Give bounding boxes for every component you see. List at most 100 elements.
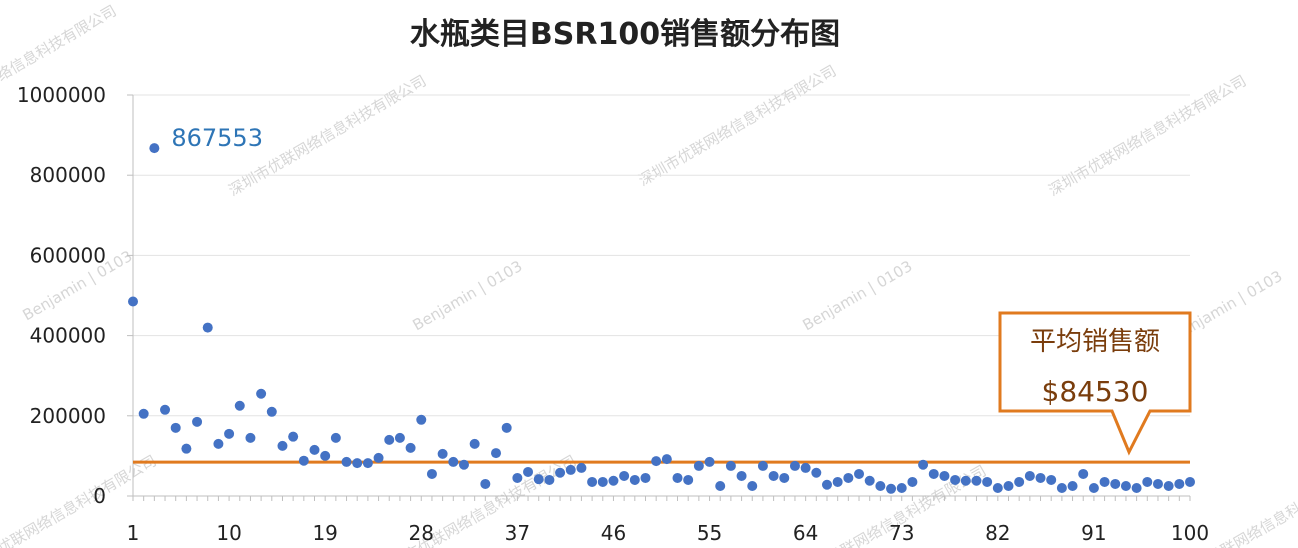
data-point	[267, 407, 277, 417]
data-point	[822, 480, 832, 490]
average-callout: 平均销售额 $84530	[1000, 313, 1190, 452]
data-point	[1100, 477, 1110, 487]
data-point	[907, 477, 917, 487]
data-point	[459, 460, 469, 470]
x-tick-label: 64	[793, 521, 818, 545]
data-point	[662, 454, 672, 464]
watermark-text: Benjamin | 0103	[800, 257, 916, 334]
data-point	[245, 433, 255, 443]
watermark-text: 深圳市优联网络信息科技有限公司	[376, 452, 580, 548]
watermark-text: 深圳市优联网络信息科技有限公司	[0, 2, 119, 130]
data-point	[950, 475, 960, 485]
data-point	[801, 463, 811, 473]
data-point	[1014, 477, 1024, 487]
data-point	[854, 469, 864, 479]
data-point	[363, 458, 373, 468]
data-point	[875, 481, 885, 491]
data-point	[1164, 481, 1174, 491]
data-point	[192, 417, 202, 427]
data-point	[939, 471, 949, 481]
data-point	[342, 457, 352, 467]
data-point	[715, 481, 725, 491]
data-point	[608, 476, 618, 486]
data-point	[929, 469, 939, 479]
data-point	[502, 423, 512, 433]
watermark-text: 深圳市优联网络信息科技有限公司	[1046, 72, 1250, 200]
data-point	[918, 460, 928, 470]
data-point	[982, 477, 992, 487]
data-point	[694, 461, 704, 471]
data-point	[640, 473, 650, 483]
x-tick-label: 28	[409, 521, 434, 545]
data-point	[1185, 477, 1195, 487]
data-point	[769, 471, 779, 481]
y-tick-label: 0	[93, 484, 106, 508]
data-point	[171, 423, 181, 433]
data-point	[544, 475, 554, 485]
data-point	[470, 439, 480, 449]
average-callout-value: $84530	[1042, 375, 1149, 408]
data-point	[705, 457, 715, 467]
x-tick-label: 91	[1081, 521, 1106, 545]
data-point	[160, 405, 170, 415]
data-point	[971, 476, 981, 486]
data-point	[427, 469, 437, 479]
data-point	[1110, 479, 1120, 489]
data-point	[1153, 479, 1163, 489]
data-point	[534, 474, 544, 484]
y-tick-label: 800000	[30, 163, 106, 187]
y-tick-label: 400000	[30, 324, 106, 348]
data-point	[1036, 473, 1046, 483]
data-point	[619, 471, 629, 481]
data-point	[480, 479, 490, 489]
data-point	[256, 389, 266, 399]
x-tick-label: 1	[127, 521, 140, 545]
data-point	[491, 448, 501, 458]
data-point	[523, 467, 533, 477]
data-point	[384, 435, 394, 445]
data-labels: 867553	[171, 124, 263, 152]
data-point	[438, 449, 448, 459]
data-point	[1025, 471, 1035, 481]
data-point	[897, 483, 907, 493]
data-point	[512, 473, 522, 483]
y-tick-label: 1000000	[17, 83, 106, 107]
data-point	[331, 433, 341, 443]
data-point	[352, 458, 362, 468]
data-point	[1057, 483, 1067, 493]
data-point	[598, 477, 608, 487]
data-point	[1078, 469, 1088, 479]
data-point	[747, 481, 757, 491]
data-point	[683, 475, 693, 485]
data-point	[630, 475, 640, 485]
data-point	[299, 456, 309, 466]
data-point	[726, 461, 736, 471]
y-tick-label: 200000	[30, 404, 106, 428]
data-point	[843, 473, 853, 483]
data-point	[1068, 481, 1078, 491]
data-point	[235, 401, 245, 411]
average-callout-label: 平均销售额	[1030, 327, 1160, 357]
data-point	[213, 439, 223, 449]
data-point	[1142, 477, 1152, 487]
x-tick-label: 55	[697, 521, 722, 545]
data-point	[673, 473, 683, 483]
data-point	[277, 441, 287, 451]
data-point	[555, 468, 565, 478]
data-point	[1046, 475, 1056, 485]
x-tick-label: 73	[889, 521, 914, 545]
data-point	[737, 471, 747, 481]
data-point	[395, 433, 405, 443]
data-point	[587, 477, 597, 487]
data-point	[416, 415, 426, 425]
data-point	[288, 432, 298, 442]
y-tick-label: 600000	[30, 243, 106, 267]
data-point	[374, 453, 384, 463]
x-tick-label: 10	[216, 521, 241, 545]
data-point	[149, 143, 159, 153]
data-point	[203, 323, 213, 333]
data-point	[1174, 479, 1184, 489]
data-point	[576, 463, 586, 473]
